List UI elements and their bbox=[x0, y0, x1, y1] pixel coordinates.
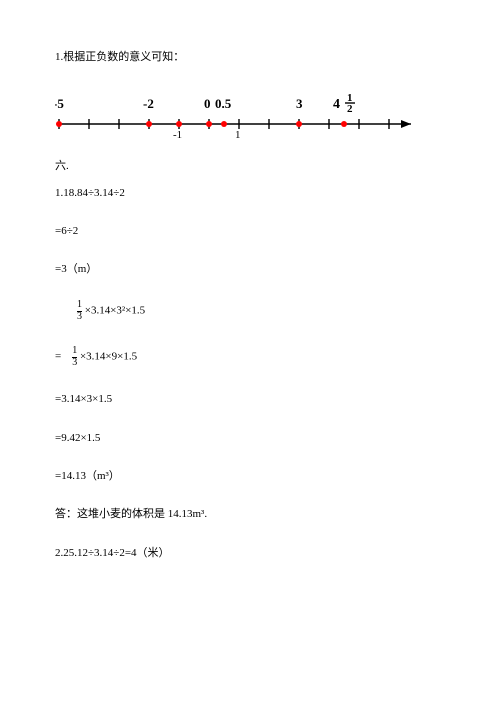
q1-step7: =9.42×1.5 bbox=[55, 431, 445, 445]
svg-text:0: 0 bbox=[204, 96, 211, 111]
svg-text:1: 1 bbox=[235, 129, 241, 141]
q1-step2: =6÷2 bbox=[55, 224, 445, 238]
q1-answer: 答：这堆小麦的体积是 14.13m³. bbox=[55, 507, 445, 521]
q2-step1: 2.25.12÷3.14÷2=4（米） bbox=[55, 546, 445, 560]
q1-step5: = 1 3 ×3.14×9×1.5 bbox=[55, 346, 445, 368]
q1-step5-rest: ×3.14×9×1.5 bbox=[77, 351, 137, 363]
number-line-svg: -5-2-100.513412 bbox=[55, 88, 415, 143]
svg-text:-5: -5 bbox=[55, 96, 64, 111]
page: 1.根据正负数的意义可知： -5-2-100.513412 六. 1.18.84… bbox=[0, 0, 500, 707]
section-six: 六. bbox=[55, 159, 445, 173]
q1-step5-eq: = bbox=[55, 351, 72, 363]
svg-text:4: 4 bbox=[333, 97, 340, 112]
number-line: -5-2-100.513412 bbox=[55, 88, 415, 143]
intro-line: 1.根据正负数的意义可知： bbox=[55, 50, 445, 64]
q1-step8: =14.13（m³） bbox=[55, 469, 445, 483]
q1-step4-rest: ×3.14×3²×1.5 bbox=[82, 305, 145, 317]
svg-text:-2: -2 bbox=[143, 96, 154, 111]
q1-step3: =3（m） bbox=[55, 262, 445, 276]
q1-step4: 1 3 ×3.14×3²×1.5 bbox=[55, 300, 445, 322]
svg-text:-1: -1 bbox=[173, 129, 182, 141]
svg-text:3: 3 bbox=[296, 96, 303, 111]
svg-text:0.5: 0.5 bbox=[215, 96, 232, 111]
q1-step6: =3.14×3×1.5 bbox=[55, 392, 445, 406]
svg-text:2: 2 bbox=[347, 103, 353, 115]
q1-step1: 1.18.84÷3.14÷2 bbox=[55, 186, 445, 200]
